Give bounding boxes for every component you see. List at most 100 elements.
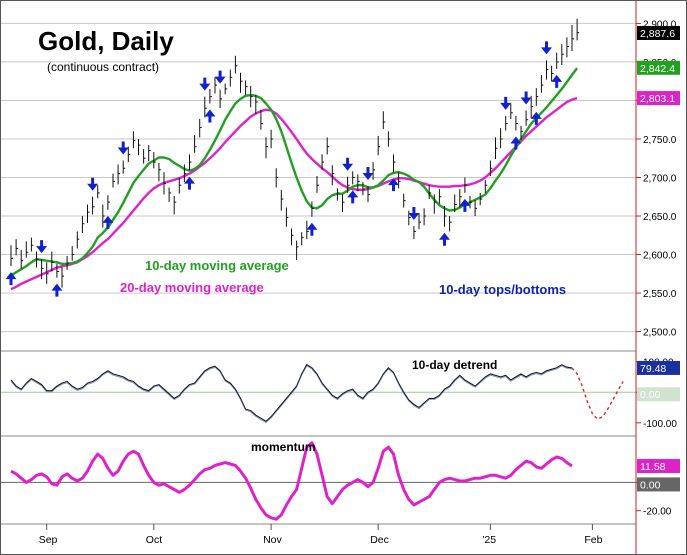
ma10-line-group [10, 67, 579, 277]
price-bar [36, 251, 39, 268]
momentum-line [10, 441, 573, 521]
detrend-lines [10, 363, 624, 423]
price-bar [229, 69, 233, 87]
price-bar [311, 201, 314, 217]
price-bar [61, 266, 64, 288]
ma10-annotation: 10-day moving average [145, 258, 289, 273]
ma20-badge: 2,803.1 [637, 91, 680, 106]
price-bar [505, 115, 508, 131]
price-bar [112, 173, 115, 188]
price-bar [362, 182, 365, 196]
ma10-badge: 2,842.4 [637, 60, 680, 75]
top-arrow-icon [36, 240, 48, 254]
price-bar [15, 239, 19, 256]
price-bar [183, 164, 187, 183]
price-bar [525, 110, 529, 126]
momentum-lines [10, 441, 573, 521]
price-bar [296, 240, 299, 260]
price-bar [510, 103, 513, 119]
price-grid [1, 22, 636, 333]
price-bar [556, 52, 559, 69]
price-bar [46, 262, 49, 284]
detrend-line-shadow [10, 365, 573, 423]
detrend-label: 10-day detrend [412, 358, 497, 372]
price-bar [459, 189, 462, 208]
price-bar [571, 24, 574, 52]
price-bar [530, 95, 534, 119]
price-bar [316, 175, 319, 193]
price-bar [428, 185, 432, 200]
price-bar [576, 18, 580, 41]
price-bar [413, 226, 416, 240]
price-bar [102, 204, 105, 228]
price-bar [301, 232, 304, 246]
price-bars [10, 18, 580, 288]
price-bar [158, 162, 161, 182]
last-price-badge-bg [637, 25, 680, 40]
price-bar [280, 189, 284, 211]
x-tick-label: Sep [39, 534, 58, 546]
price-bar [489, 160, 493, 176]
top-arrow-icon [342, 157, 354, 171]
price-bar [398, 172, 401, 189]
price-bar [20, 249, 24, 269]
price-bar [449, 216, 452, 232]
turning-point-arrows [5, 41, 563, 297]
bottom-arrow-icon [51, 283, 63, 297]
bottom-arrow-icon [439, 232, 450, 246]
price-tick-label: 2,600.0 [643, 251, 677, 262]
detrend-zero-badge-text: 0.00 [640, 389, 661, 401]
detrend-tick-label: -100.00 [643, 419, 677, 430]
bottom-arrow-icon [204, 109, 216, 123]
price-bar [143, 148, 146, 164]
top-arrow-icon [541, 41, 552, 55]
price-bar [306, 220, 309, 240]
x-tick-label: Nov [263, 534, 282, 546]
price-bar [71, 246, 75, 261]
price-bar [433, 194, 437, 214]
price-bar [393, 154, 396, 173]
price-bar [209, 88, 212, 104]
price-tick-label: 2,900.0 [643, 19, 677, 30]
price-tick-label: 2,750.0 [643, 135, 677, 146]
ma20-annotation: 20-day moving average [120, 280, 264, 295]
price-bar [10, 245, 13, 267]
price-bar [347, 176, 350, 193]
top-arrow-icon [520, 91, 532, 105]
price-bar [219, 89, 223, 109]
price-bar [438, 189, 442, 204]
momentum-label: momentum [251, 440, 316, 454]
price-tick-label: 2,650.0 [643, 212, 677, 223]
price-bar [321, 154, 325, 170]
price-bar [255, 95, 258, 114]
x-axis: Sep Oct Nov Dec '25 Feb [39, 524, 603, 546]
price-bar [342, 194, 345, 213]
ma10-line [10, 67, 579, 277]
price-bar [367, 185, 370, 203]
price-bar [561, 44, 564, 66]
momentum-last-badge-bg [637, 459, 680, 474]
detrend-line [10, 363, 573, 422]
price-bar [189, 154, 192, 171]
chart-title: Gold, Daily [38, 26, 174, 56]
ma10-badge-text: 2,842.4 [640, 63, 675, 75]
price-bar [551, 65, 554, 82]
bottom-arrow-icon [459, 198, 471, 212]
tops-bottoms-annotation: 10-day tops/bottoms [439, 282, 566, 297]
price-bar [138, 138, 141, 156]
price-bar [204, 96, 207, 118]
price-bar [173, 195, 177, 215]
price-bar [97, 185, 100, 199]
price-value-badges: 2,887.6 2,842.4 2,803.1 [637, 25, 680, 106]
price-bar [92, 196, 95, 215]
detrend-last-badge-bg [637, 360, 680, 375]
price-bar [127, 146, 131, 163]
momentum-last-badge-text: 11.58 [640, 461, 666, 473]
price-bar [336, 188, 340, 201]
price-bar [87, 204, 90, 223]
price-tick-label: 2,500.0 [643, 328, 677, 339]
bottom-arrow-icon [184, 176, 195, 190]
price-bar [81, 216, 85, 233]
price-bar [30, 237, 34, 252]
